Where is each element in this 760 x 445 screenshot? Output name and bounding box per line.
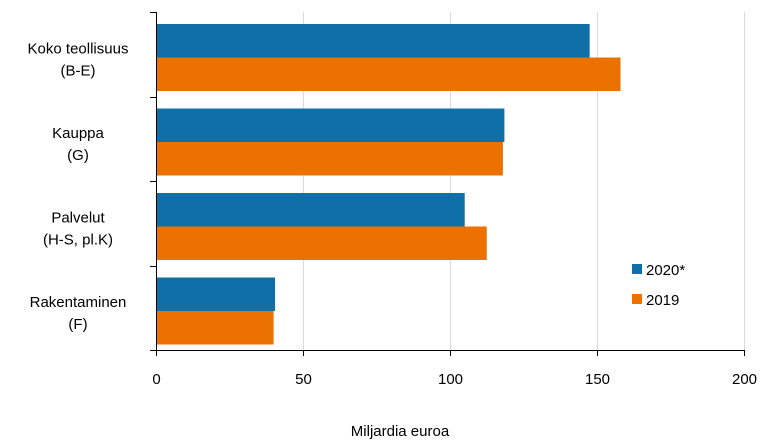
legend-label: 2019 (646, 292, 679, 309)
legend-swatch (632, 294, 642, 304)
x-tick-label: 200 (732, 371, 757, 388)
legend-label: 2020* (646, 262, 685, 279)
x-axis-label: Miljardia euroa (351, 423, 450, 440)
bars (156, 24, 621, 345)
x-tick-label: 150 (585, 371, 610, 388)
bar (156, 193, 465, 227)
bar (156, 277, 276, 311)
y-category-label: (G) (67, 147, 89, 164)
bar (156, 311, 274, 345)
y-category-label: (B-E) (61, 63, 96, 80)
y-category-label: (H-S, pl.K) (43, 232, 113, 249)
bar (156, 108, 505, 142)
axes: 0 50 100 150 200 Koko teollisuus (B-E) Kauppa (G… (28, 12, 757, 388)
bar (156, 226, 487, 260)
bar (156, 57, 621, 91)
y-category-label: Rakentaminen (30, 294, 127, 311)
bar (156, 142, 503, 176)
y-category-label: Kauppa (52, 125, 104, 142)
legend-swatch (632, 264, 642, 274)
y-category-label: Koko teollisuus (28, 41, 129, 58)
y-category-label: (F) (68, 316, 87, 333)
y-category-label: Palvelut (51, 210, 105, 227)
legend: 2020* 2019 (632, 262, 685, 309)
x-tick-label: 0 (152, 371, 160, 388)
x-tick-label: 50 (295, 371, 312, 388)
bar (156, 24, 590, 58)
x-tick-label: 100 (438, 371, 463, 388)
